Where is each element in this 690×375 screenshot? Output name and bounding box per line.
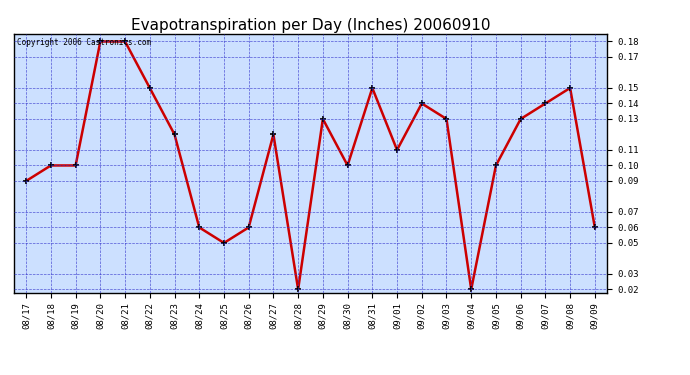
Text: Copyright 2006 Castronics.com: Copyright 2006 Castronics.com <box>17 38 151 46</box>
Title: Evapotranspiration per Day (Inches) 20060910: Evapotranspiration per Day (Inches) 2006… <box>130 18 491 33</box>
